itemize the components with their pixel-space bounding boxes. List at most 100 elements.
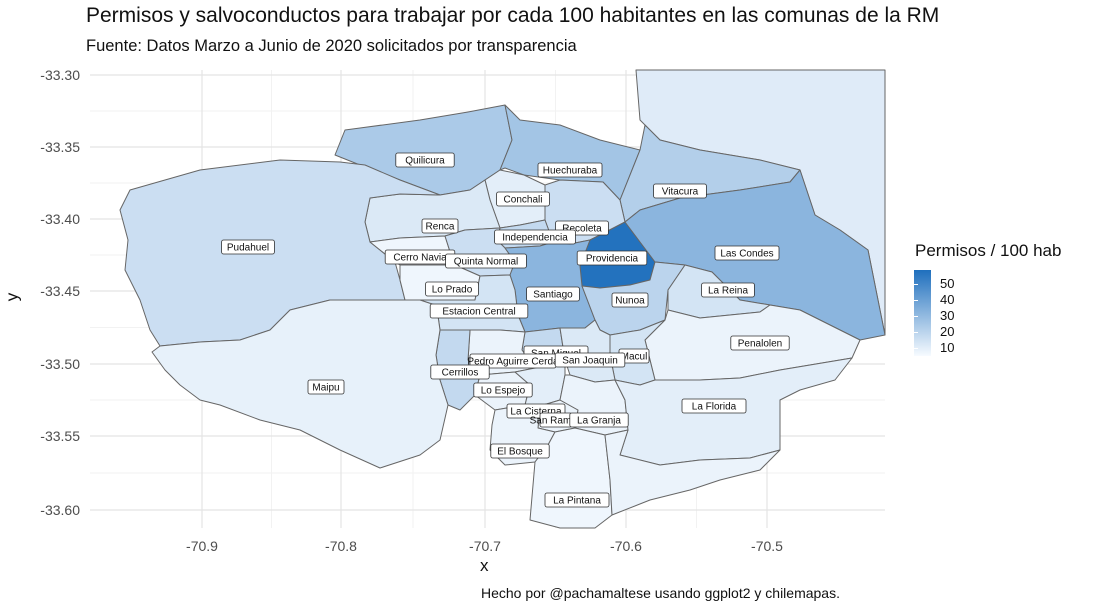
label-text: Providencia — [586, 254, 639, 265]
legend-tick — [914, 300, 918, 301]
label-box — [221, 239, 275, 255]
label-conchali: Conchali — [496, 191, 550, 207]
label-text: San Joaquin — [562, 356, 618, 367]
label-box — [421, 218, 459, 234]
label-text: San Ramon — [530, 416, 583, 427]
x-tick-label: -70.7 — [469, 538, 501, 554]
label-text: Penalolen — [738, 339, 782, 350]
label-estacion-central: Estacion Central — [429, 303, 529, 319]
x-tick-label: -70.6 — [610, 538, 642, 554]
label-box — [494, 229, 576, 245]
label-text: Quilicura — [405, 156, 445, 167]
label-box — [490, 443, 550, 459]
y-tick-label: -33.30 — [40, 67, 80, 83]
legend-label: 50 — [940, 276, 955, 291]
label-huechuraba: Huechuraba — [537, 162, 603, 178]
label-text: Maipu — [312, 383, 339, 394]
label-box — [544, 492, 610, 508]
label-box — [425, 281, 479, 297]
label-text: La Florida — [692, 402, 737, 413]
legend-tick — [914, 332, 918, 333]
label-lo-espejo: Lo Espejo — [473, 382, 533, 398]
y-tick-label: -33.60 — [40, 502, 80, 518]
y-tick-label: -33.50 — [40, 356, 80, 372]
chart-subtitle: Fuente: Datos Marzo a Junio de 2020 soli… — [86, 37, 577, 55]
label-las-condes: Las Condes — [714, 245, 780, 261]
label-nunoa: Nunoa — [611, 292, 649, 308]
axis-ticks: -70.9 -70.8 -70.7 -70.6 -70.5 -33.30 -33.35 -33… — [40, 67, 783, 554]
y-tick-label: -33.45 — [40, 283, 80, 299]
label-text: Pudahuel — [227, 243, 269, 254]
label-box — [653, 183, 707, 199]
label-la-pintana: La Pintana — [544, 492, 610, 508]
label-text: Recoleta — [562, 224, 602, 235]
label-text: Pedro Aguirre Cerda — [467, 357, 559, 368]
label-quilicura: Quilicura — [395, 152, 455, 168]
chart-title: Permisos y salvoconductos para trabajar … — [86, 4, 940, 27]
x-tick-label: -70.8 — [325, 538, 357, 554]
label-text: Huechuraba — [543, 166, 598, 177]
label-la-reina: La Reina — [701, 282, 755, 298]
label-text: La Granja — [577, 416, 621, 427]
label-box — [576, 250, 648, 266]
y-tick-label: -33.35 — [40, 139, 80, 155]
label-text: Independencia — [502, 233, 568, 244]
x-tick-label: -70.9 — [186, 538, 218, 554]
label-providencia: Providencia — [576, 250, 648, 266]
label-independencia: Independencia — [494, 229, 576, 245]
legend-title: Permisos / 100 hab — [915, 241, 1062, 260]
label-la-florida: La Florida — [681, 398, 747, 414]
label-text: Las Condes — [720, 249, 773, 260]
legend-tick — [914, 348, 918, 349]
label-text: Santiago — [533, 290, 573, 301]
commune-maipu — [151, 299, 449, 469]
label-box — [395, 152, 455, 168]
label-box — [569, 412, 629, 428]
label-text: Macul — [621, 352, 648, 363]
label-box — [430, 364, 490, 380]
label-box — [730, 335, 790, 351]
chart-caption: Hecho por @pachamaltese usando ggplot2 y… — [481, 585, 840, 601]
label-el-bosque: El Bosque — [490, 443, 550, 459]
label-text: La Reina — [708, 286, 748, 297]
label-box — [611, 292, 649, 308]
label-box — [429, 303, 529, 319]
label-box — [714, 245, 780, 261]
label-lo-prado: Lo Prado — [425, 281, 479, 297]
label-text: Lo Espejo — [481, 386, 526, 397]
label-text: Nunoa — [615, 296, 645, 307]
label-renca: Renca — [421, 218, 459, 234]
label-text: Estacion Central — [442, 307, 515, 318]
label-la-granja: La Granja — [569, 412, 629, 428]
label-vitacura: Vitacura — [653, 183, 707, 199]
label-box — [526, 286, 580, 302]
x-axis-label: x — [480, 556, 489, 575]
label-box — [445, 253, 527, 269]
x-tick-label: -70.5 — [751, 538, 783, 554]
label-text: Cerro Navia — [393, 253, 447, 264]
label-box — [554, 352, 626, 368]
label-santiago: Santiago — [526, 286, 580, 302]
legend-label: 40 — [940, 292, 955, 307]
label-pudahuel: Pudahuel — [221, 239, 275, 255]
label-box — [537, 162, 603, 178]
legend-label: 20 — [940, 324, 955, 339]
y-tick-label: -33.55 — [40, 428, 80, 444]
label-text: La Pintana — [553, 496, 601, 507]
label-text: La Cisterna — [510, 407, 562, 418]
label-box — [701, 282, 755, 298]
legend-label: 10 — [940, 340, 955, 355]
label-box — [496, 191, 550, 207]
label-san-joaquin: San Joaquin — [554, 352, 626, 368]
legend-tick — [914, 316, 918, 317]
label-penalolen: Penalolen — [730, 335, 790, 351]
label-maipu: Maipu — [307, 379, 345, 395]
label-text: Vitacura — [662, 187, 699, 198]
label-text: El Bosque — [497, 447, 543, 458]
label-box — [681, 398, 747, 414]
legend-colorbar — [914, 270, 931, 356]
label-text: Cerrillos — [442, 368, 479, 379]
label-box — [307, 379, 345, 395]
label-cerrillos: Cerrillos — [430, 364, 490, 380]
label-text: Renca — [426, 222, 455, 233]
